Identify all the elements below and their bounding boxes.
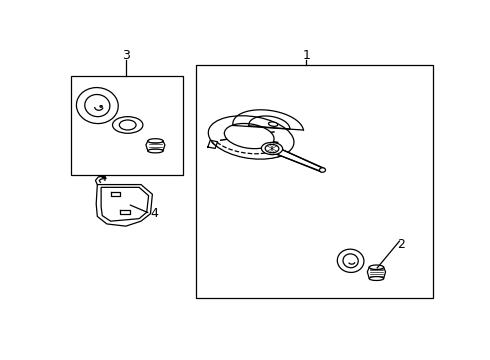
Ellipse shape: [113, 117, 143, 133]
Text: 2: 2: [397, 238, 405, 251]
Ellipse shape: [319, 168, 325, 172]
Polygon shape: [368, 267, 386, 279]
Polygon shape: [96, 185, 152, 226]
Bar: [196, 66, 433, 298]
Ellipse shape: [269, 122, 278, 126]
Ellipse shape: [148, 149, 163, 153]
Ellipse shape: [369, 265, 384, 269]
Ellipse shape: [85, 94, 110, 117]
Text: 4: 4: [150, 207, 158, 220]
Ellipse shape: [343, 254, 358, 268]
Ellipse shape: [337, 249, 364, 273]
Ellipse shape: [148, 139, 163, 143]
Ellipse shape: [265, 144, 279, 153]
Ellipse shape: [76, 87, 118, 123]
Ellipse shape: [100, 105, 102, 107]
Text: 1: 1: [302, 49, 310, 62]
Ellipse shape: [369, 276, 384, 280]
Ellipse shape: [208, 116, 294, 159]
Ellipse shape: [261, 143, 283, 155]
Ellipse shape: [224, 123, 274, 149]
Polygon shape: [274, 148, 324, 172]
Polygon shape: [101, 187, 148, 221]
Ellipse shape: [120, 120, 136, 130]
Bar: [71, 76, 183, 175]
Polygon shape: [146, 141, 165, 151]
Text: 3: 3: [122, 49, 130, 62]
